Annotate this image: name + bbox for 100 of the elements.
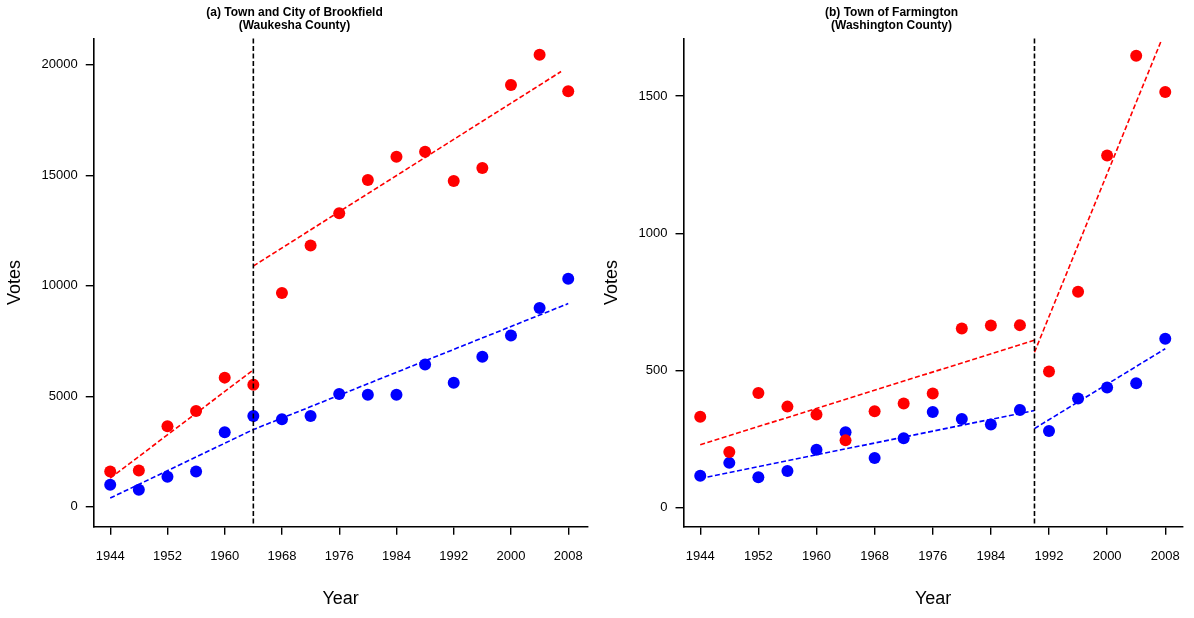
point (562, 85, 575, 98)
point (1072, 392, 1085, 405)
point (694, 410, 707, 423)
y-tick-label: 1000 (638, 224, 668, 240)
y-tick-label: 20000 (41, 56, 78, 72)
point (1013, 403, 1026, 416)
point (897, 397, 910, 410)
point (333, 207, 346, 220)
point (218, 371, 231, 384)
point (476, 350, 489, 363)
y-tick-label: 500 (645, 361, 668, 377)
point (868, 405, 881, 418)
x-tick-label: 1968 (860, 548, 890, 564)
point (1043, 365, 1055, 378)
x-tick-label: 1952 (743, 548, 773, 564)
point (447, 376, 460, 389)
point (723, 456, 736, 469)
point (476, 161, 489, 174)
x-tick-label: 2000 (496, 548, 526, 564)
point (161, 420, 174, 433)
point (504, 79, 517, 92)
x-tick-label: 1960 (210, 548, 240, 564)
x-tick-label: 1952 (153, 548, 182, 564)
point (275, 286, 288, 299)
point (361, 388, 374, 401)
point (390, 388, 403, 401)
point (926, 406, 939, 419)
y-tick-label: 10000 (41, 277, 78, 293)
y-tick-label: 15000 (41, 167, 78, 182)
point (361, 174, 374, 187)
point (504, 329, 517, 342)
point (304, 239, 317, 252)
point (447, 174, 460, 187)
x-tick-label: 2008 (1150, 548, 1180, 564)
point (897, 432, 910, 445)
point (161, 470, 174, 483)
point (104, 478, 117, 491)
point (104, 465, 117, 478)
point (1101, 381, 1114, 394)
y-tick-label: 0 (660, 499, 668, 515)
x-tick-label: 1968 (267, 548, 297, 564)
point (247, 378, 260, 391)
y-tick-label: 0 (70, 498, 78, 514)
x-tick-label: 1984 (382, 548, 411, 564)
x-axis-title: Year (322, 588, 359, 609)
y-axis-title: Votes (3, 260, 24, 306)
x-tick-label: 2000 (1092, 548, 1122, 564)
point (218, 426, 231, 439)
x-axis-title: Year (914, 588, 952, 609)
point (390, 150, 403, 163)
point (1159, 332, 1172, 345)
point (868, 451, 881, 464)
point (839, 434, 852, 447)
point (419, 145, 432, 158)
chart-title: (a) Town and City of Brookfield (Waukesha County) (206, 4, 383, 33)
point (955, 412, 968, 425)
point (926, 387, 939, 400)
y-tick-label: 5000 (48, 387, 78, 403)
point (781, 400, 794, 413)
point (1130, 49, 1143, 62)
point (247, 410, 260, 423)
point (810, 443, 823, 456)
x-tick-label: 1944 (95, 548, 125, 564)
point (132, 483, 145, 496)
point (190, 405, 203, 417)
x-tick-label: 1944 (685, 548, 715, 564)
point (723, 445, 736, 458)
point (752, 471, 765, 484)
point (955, 322, 968, 335)
y-axis-title: Votes (600, 260, 621, 306)
point (419, 358, 432, 371)
point (781, 465, 794, 478)
point (1101, 149, 1114, 162)
point (1072, 285, 1085, 298)
point (810, 408, 823, 421)
x-tick-label: 1960 (802, 548, 831, 564)
x-tick-label: 1976 (918, 548, 948, 564)
point (984, 319, 997, 332)
point (752, 386, 765, 399)
point (1013, 319, 1026, 332)
point (1130, 377, 1143, 390)
point (190, 465, 203, 478)
point (333, 387, 346, 400)
x-tick-label: 1984 (976, 548, 1006, 564)
point (1159, 85, 1172, 98)
point (132, 464, 145, 477)
point (275, 413, 288, 426)
x-tick-label: 2008 (553, 548, 583, 564)
chart-title: (b) Town of Farmington (Washington County) (824, 4, 959, 33)
x-tick-label: 1992 (439, 548, 469, 564)
point (304, 410, 317, 423)
point (694, 469, 707, 482)
y-tick-label: 1500 (638, 87, 668, 103)
point (533, 302, 546, 315)
point (562, 272, 575, 285)
x-tick-label: 1992 (1034, 548, 1064, 564)
point (1043, 425, 1055, 438)
x-tick-label: 1976 (324, 548, 354, 564)
point (533, 48, 546, 61)
point (984, 418, 997, 431)
